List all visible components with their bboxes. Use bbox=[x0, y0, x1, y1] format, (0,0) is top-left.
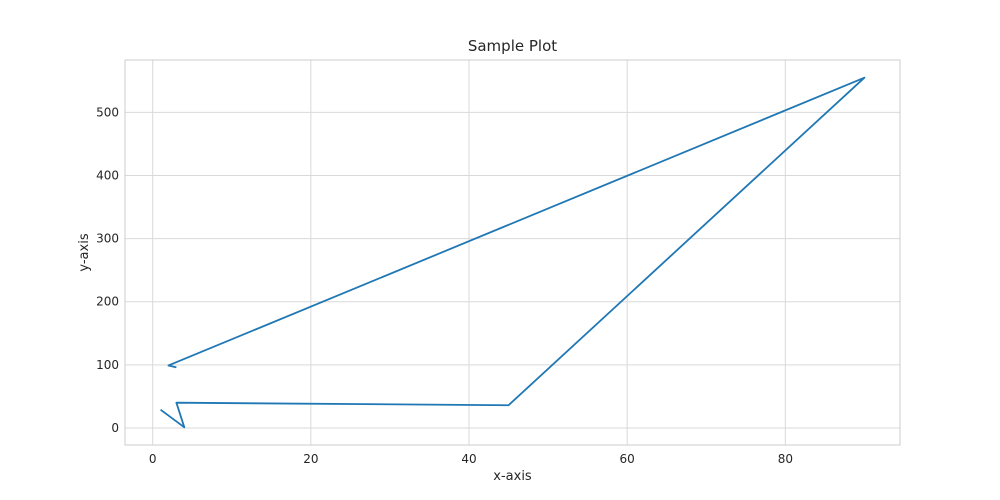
series-layer bbox=[160, 76, 866, 429]
x-tick-label: 0 bbox=[149, 452, 157, 466]
x-tick-label: 40 bbox=[461, 452, 476, 466]
x-tick-label: 20 bbox=[303, 452, 318, 466]
plot-frame bbox=[124, 59, 901, 446]
y-axis-label: y-axis bbox=[77, 233, 92, 271]
series-line bbox=[160, 76, 866, 429]
grid bbox=[125, 60, 900, 445]
y-tick-label: 200 bbox=[96, 295, 119, 309]
y-tick-label: 0 bbox=[111, 421, 119, 435]
y-tick-label: 500 bbox=[96, 105, 119, 119]
chart-title: Sample Plot bbox=[468, 37, 557, 55]
y-tick-label: 100 bbox=[96, 358, 119, 372]
x-tick-label: 60 bbox=[620, 452, 635, 466]
y-tick-label: 300 bbox=[96, 232, 119, 246]
x-axis-label: x-axis bbox=[493, 469, 532, 484]
y-tick-label: 400 bbox=[96, 169, 119, 183]
x-tick-label: 80 bbox=[778, 452, 793, 466]
tick-labels: 0 20 40 60 80 0 100 200 300 400 500 bbox=[96, 105, 793, 466]
